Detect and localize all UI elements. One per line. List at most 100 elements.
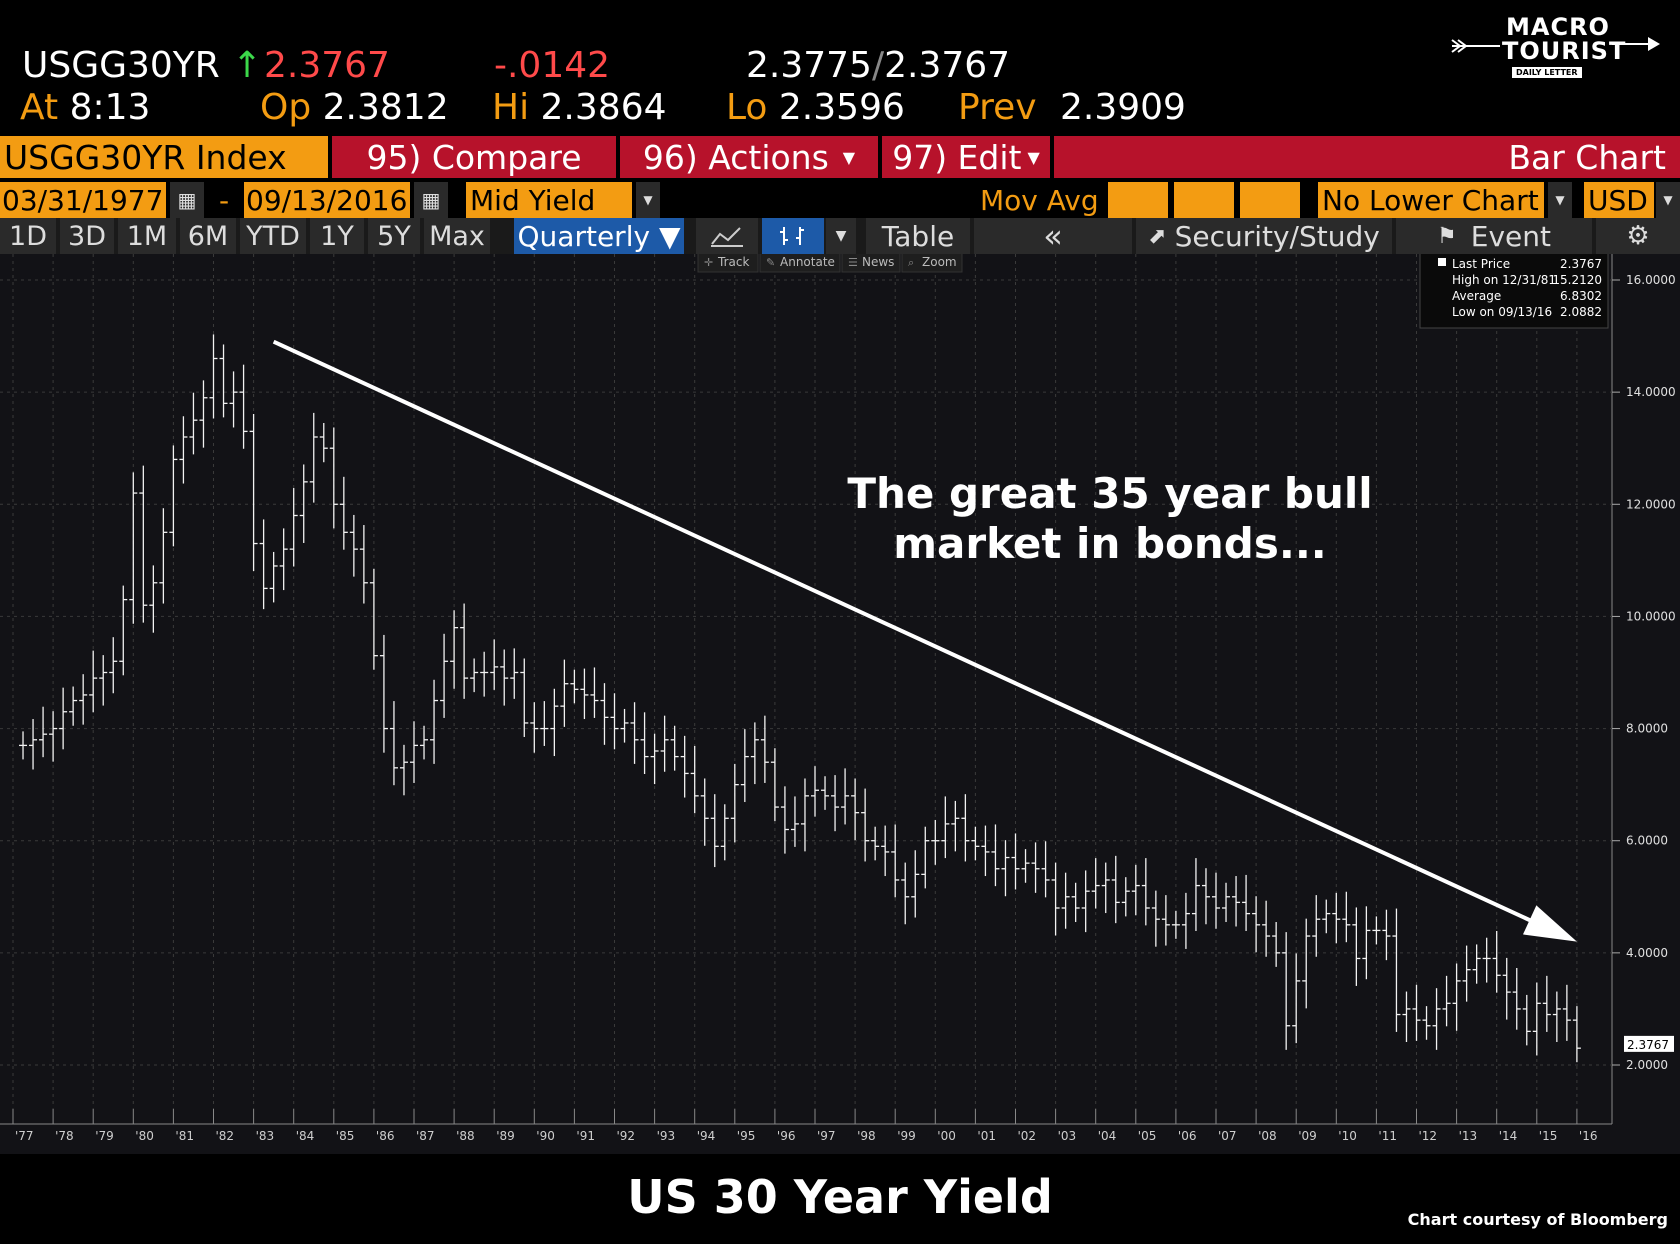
ohlc-bar [119,585,128,676]
ohlc-bar [590,667,599,718]
flag-icon: ⚑ [1437,223,1457,249]
ohlc-bar [951,800,960,852]
x-tick-label: '78 [55,1129,74,1143]
period-bar: 1D 3D 1M 6M YTD 1Y 5Y Max Quarterly ▼ ▼ Table «… [0,217,1680,255]
last-price-label: 2.3767 [1627,1038,1669,1052]
index-name[interactable]: USGG30YR Index [0,136,328,178]
period-button-1d[interactable]: 1D [0,218,56,254]
mov-avg-input-2[interactable] [1174,182,1234,218]
chevron-down-icon[interactable]: ▼ [1548,182,1572,218]
x-tick-label: '16 [1579,1129,1598,1143]
period-button-1y[interactable]: 1Y [310,218,364,254]
x-tick-label: '99 [897,1129,916,1143]
lower-chart-select[interactable]: No Lower Chart [1318,182,1544,218]
ohlc-bar [1402,991,1411,1043]
yield-bar-chart[interactable]: '77 '78 '79 '80 '81 '82 '83 '84 '85 '86 '87 '88 '89 '… [0,243,1680,1154]
y-tick-label: 4.0000 [1626,946,1668,960]
calendar-icon[interactable]: ▦ [414,182,448,218]
x-tick-label: '83 [256,1129,275,1143]
ohlc-bar [760,715,769,783]
tool-label: Zoom [922,255,957,269]
ohlc-bar [640,712,649,774]
period-button-6m[interactable]: 6M [180,218,236,254]
net-change: -.0142 [494,45,611,86]
period-button-5y[interactable]: 5Y [368,218,420,254]
ohlc-bar [159,508,168,604]
ohlc-bar [750,722,759,785]
ohlc-bar [399,744,408,796]
x-tick-label: '84 [296,1129,315,1143]
chevron-down-icon[interactable]: ▼ [826,218,856,254]
edit-button[interactable]: 97) Edit ▼ [882,136,1050,178]
mov-avg-input-1[interactable] [1108,182,1168,218]
ohlc-bar [1382,909,1391,961]
currency-select[interactable]: USD [1584,182,1654,218]
ohlc-bar [790,796,799,847]
prev-label: Prev [958,87,1037,128]
back-button[interactable]: « [974,217,1132,255]
ohlc-bar [339,476,348,550]
ohlc-bar [1212,872,1220,929]
ohlc-bar [1031,842,1040,893]
logo-line-1: MACRO [1506,13,1610,41]
field-select[interactable]: Mid Yield [466,182,632,218]
x-tick-label: '93 [657,1129,676,1143]
end-date-input[interactable]: 09/13/2016 [244,182,410,218]
ohlc-bar [279,528,288,591]
ohlc-bar [1362,906,1371,980]
gear-icon[interactable]: ⚙ [1596,218,1680,254]
ohlc-bar [1071,882,1080,923]
ohlc-bar [1041,841,1050,898]
ohlc-bar [600,683,609,745]
line-chart-icon[interactable] [696,218,758,254]
event-label: Event [1470,219,1551,253]
ohlc-bar [1081,870,1090,933]
period-button-3d[interactable]: 3D [60,218,114,254]
ohlc-bar [1171,910,1180,939]
security-study-button[interactable]: ⬈ Security/Study [1136,218,1392,254]
chevron-down-icon[interactable]: ▼ [636,182,660,218]
ohlc-bar [550,688,559,757]
table-button[interactable]: Table [866,218,970,254]
y-tick-label: 14.0000 [1626,385,1676,399]
ohlc-bar [229,371,238,428]
mov-avg-input-3[interactable] [1240,182,1300,218]
frequency-select[interactable]: Quarterly ▼ [514,218,684,254]
period-button-1m[interactable]: 1M [118,218,176,254]
ohlc-bar [770,748,779,822]
x-tick-label: '95 [737,1129,756,1143]
ohlc-bar [1442,975,1451,1027]
ohlc-bar [841,768,850,825]
ohlc-bar [109,637,118,694]
start-date-input[interactable]: 03/31/1977 [0,182,166,218]
quote-line-2: At 8:13 [20,88,150,128]
ohlc-bar [1001,840,1010,897]
compare-button[interactable]: 95) Compare [332,136,616,178]
ohlc-bar [379,634,388,753]
x-tick-label: '96 [777,1129,796,1143]
ohlc-bar [289,488,298,567]
period-button-max[interactable]: Max [424,218,490,254]
ohlc-bar [59,687,68,750]
event-button[interactable]: ⚑ Event [1396,218,1592,254]
ohlc-bar [1372,916,1381,945]
ohlc-bar [500,649,509,706]
chevron-down-icon[interactable]: ▼ [1656,182,1680,218]
ohlc-bar [780,786,789,854]
ohlc-bar [1502,957,1511,1020]
actions-button[interactable]: 96) Actions ▼ [620,136,878,178]
x-tick-label: '02 [1018,1129,1037,1143]
bar-chart-icon[interactable] [762,218,824,254]
track-icon: ✛ [704,256,713,269]
legend-label: High on 12/31/81 [1452,273,1556,287]
ohlc-bar [1302,918,1311,1009]
ohlc-bar [670,725,679,771]
period-button-ytd[interactable]: YTD [240,218,306,254]
x-tick-label: '07 [1218,1129,1237,1143]
ohlc-bar [610,693,619,750]
ohlc-bar [329,427,338,529]
ohlc-bar [1492,930,1501,993]
x-tick-label: '98 [857,1129,876,1143]
calendar-icon[interactable]: ▦ [170,182,204,218]
plot-background [0,254,1680,1154]
